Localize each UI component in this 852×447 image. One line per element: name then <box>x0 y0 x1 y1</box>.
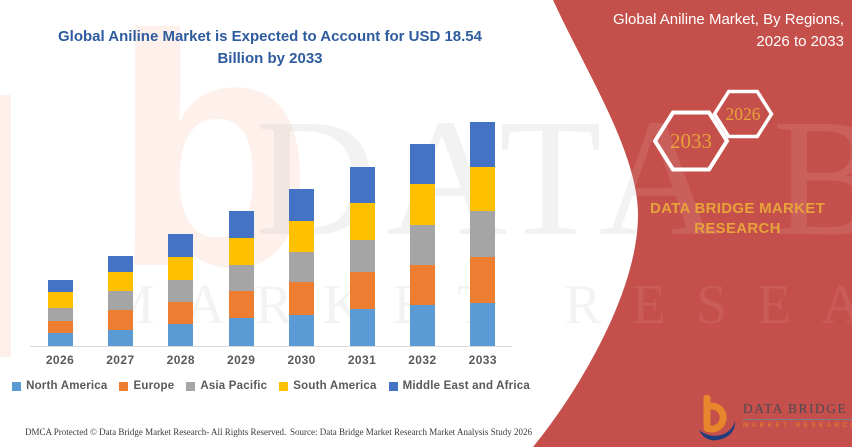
bar-segment-north-america <box>409 305 435 346</box>
legend-label: Middle East and Africa <box>402 380 530 392</box>
data-bridge-logo: DATA BRIDGE MARKET RESEARCH <box>698 395 852 442</box>
watermark-left-strip <box>0 95 11 357</box>
legend-swatch <box>119 382 129 391</box>
bar-2033 <box>470 122 496 346</box>
bar-segment-north-america <box>47 333 73 346</box>
bar-segment-middle-east-and-africa <box>289 189 315 221</box>
bar-segment-asia-pacific <box>409 225 435 265</box>
legend-item-europe: Europe <box>119 380 174 392</box>
x-axis-label: 2027 <box>106 353 135 367</box>
bar-2030 <box>289 189 315 346</box>
hexagon-2026-label: 2026 <box>726 104 761 124</box>
bar-segment-south-america <box>47 292 73 308</box>
x-axis-label: 2032 <box>408 353 437 367</box>
bar-segment-europe <box>228 291 254 318</box>
x-axis-label: 2029 <box>227 353 256 367</box>
logo-text-block: DATA BRIDGE MARKET RESEARCH <box>743 395 852 429</box>
bar-segment-asia-pacific <box>47 308 73 321</box>
legend-swatch <box>279 382 289 391</box>
panel-brand-text: DATA BRIDGE MARKET RESEARCH <box>649 200 826 237</box>
legend-label: Asia Pacific <box>200 380 268 392</box>
bar-segment-middle-east-and-africa <box>470 122 496 167</box>
bar-segment-south-america <box>470 167 496 211</box>
hexagon-2033-label: 2033 <box>670 129 712 153</box>
legend-swatch <box>12 382 22 391</box>
legend-swatch <box>186 382 196 391</box>
bar-segment-europe <box>409 265 435 305</box>
bar-segment-asia-pacific <box>107 291 133 310</box>
legend-item-south-america: South America <box>279 380 376 392</box>
bar-segment-south-america <box>289 221 315 252</box>
bar-segment-europe <box>47 321 73 333</box>
bar-segment-europe <box>107 310 133 330</box>
bar-segment-middle-east-and-africa <box>47 280 73 292</box>
bar-segment-north-america <box>107 330 133 346</box>
bar-2032 <box>409 144 435 346</box>
bar-segment-asia-pacific <box>289 252 315 282</box>
legend: North America Europe Asia Pacific South Ame… <box>12 380 530 392</box>
bar-segment-asia-pacific <box>349 240 375 272</box>
legend-label: North America <box>26 380 108 392</box>
bar-2026 <box>47 280 73 346</box>
x-axis-labels: 2026 2027 2028 2029 2030 2031 2032 2033 <box>30 353 512 369</box>
panel-title: Global Aniline Market, By Regions, 2026 … <box>613 11 844 50</box>
bar-segment-asia-pacific <box>228 265 254 291</box>
x-axis-label: 2026 <box>45 353 75 367</box>
logo-tagline: MARKET RESEARCH <box>743 422 852 429</box>
x-axis-label: 2028 <box>166 353 195 367</box>
legend-swatch <box>388 382 398 391</box>
bar-segment-south-america <box>349 203 375 240</box>
chart-title: Global Aniline Market is Expected to Acc… <box>58 28 482 67</box>
x-axis-label: 2033 <box>468 353 497 367</box>
footer-source: Source: Data Bridge Market Research Mark… <box>290 427 532 437</box>
bar-segment-middle-east-and-africa <box>107 256 133 272</box>
bar-segment-europe <box>470 257 496 303</box>
bar-segment-europe <box>349 272 375 309</box>
plot-area <box>30 110 512 347</box>
bar-segment-middle-east-and-africa <box>168 234 194 257</box>
legend-label: South America <box>293 380 377 392</box>
bar-2027 <box>107 256 133 346</box>
bar-segment-north-america <box>168 324 194 346</box>
data-bridge-logo-icon <box>699 395 736 441</box>
bar-segment-europe <box>289 282 315 315</box>
bar-2028 <box>168 234 194 346</box>
bar-2029 <box>228 211 254 346</box>
legend-item-north-america: North America <box>12 380 107 392</box>
bar-segment-north-america <box>228 318 254 346</box>
bar-segment-asia-pacific <box>470 211 496 257</box>
bar-segment-north-america <box>470 303 496 346</box>
hexagon-badges: 2033 2026 <box>652 89 774 172</box>
bar-segment-north-america <box>289 315 315 346</box>
bar-segment-middle-east-and-africa <box>409 144 435 184</box>
x-axis-label: 2031 <box>347 353 377 367</box>
bar-segment-south-america <box>228 238 254 265</box>
bar-2031 <box>349 167 375 346</box>
x-axis-label: 2030 <box>287 353 316 367</box>
legend-item-middle-east-and-africa: Middle East and Africa <box>388 380 530 392</box>
bar-segment-asia-pacific <box>168 280 194 302</box>
bar-segment-south-america <box>409 184 435 225</box>
bar-segment-europe <box>168 302 194 324</box>
legend-label: Europe <box>133 380 175 392</box>
bar-segment-middle-east-and-africa <box>228 211 254 238</box>
bar-segment-middle-east-and-africa <box>349 167 375 203</box>
bar-segment-south-america <box>168 257 194 280</box>
bar-segment-south-america <box>107 272 133 291</box>
legend-item-asia-pacific: Asia Pacific <box>186 380 267 392</box>
footer-copyright: DMCA Protected © Data Bridge Market Rese… <box>25 427 287 437</box>
bar-segment-north-america <box>349 309 375 346</box>
logo-name: DATA BRIDGE <box>743 401 852 420</box>
